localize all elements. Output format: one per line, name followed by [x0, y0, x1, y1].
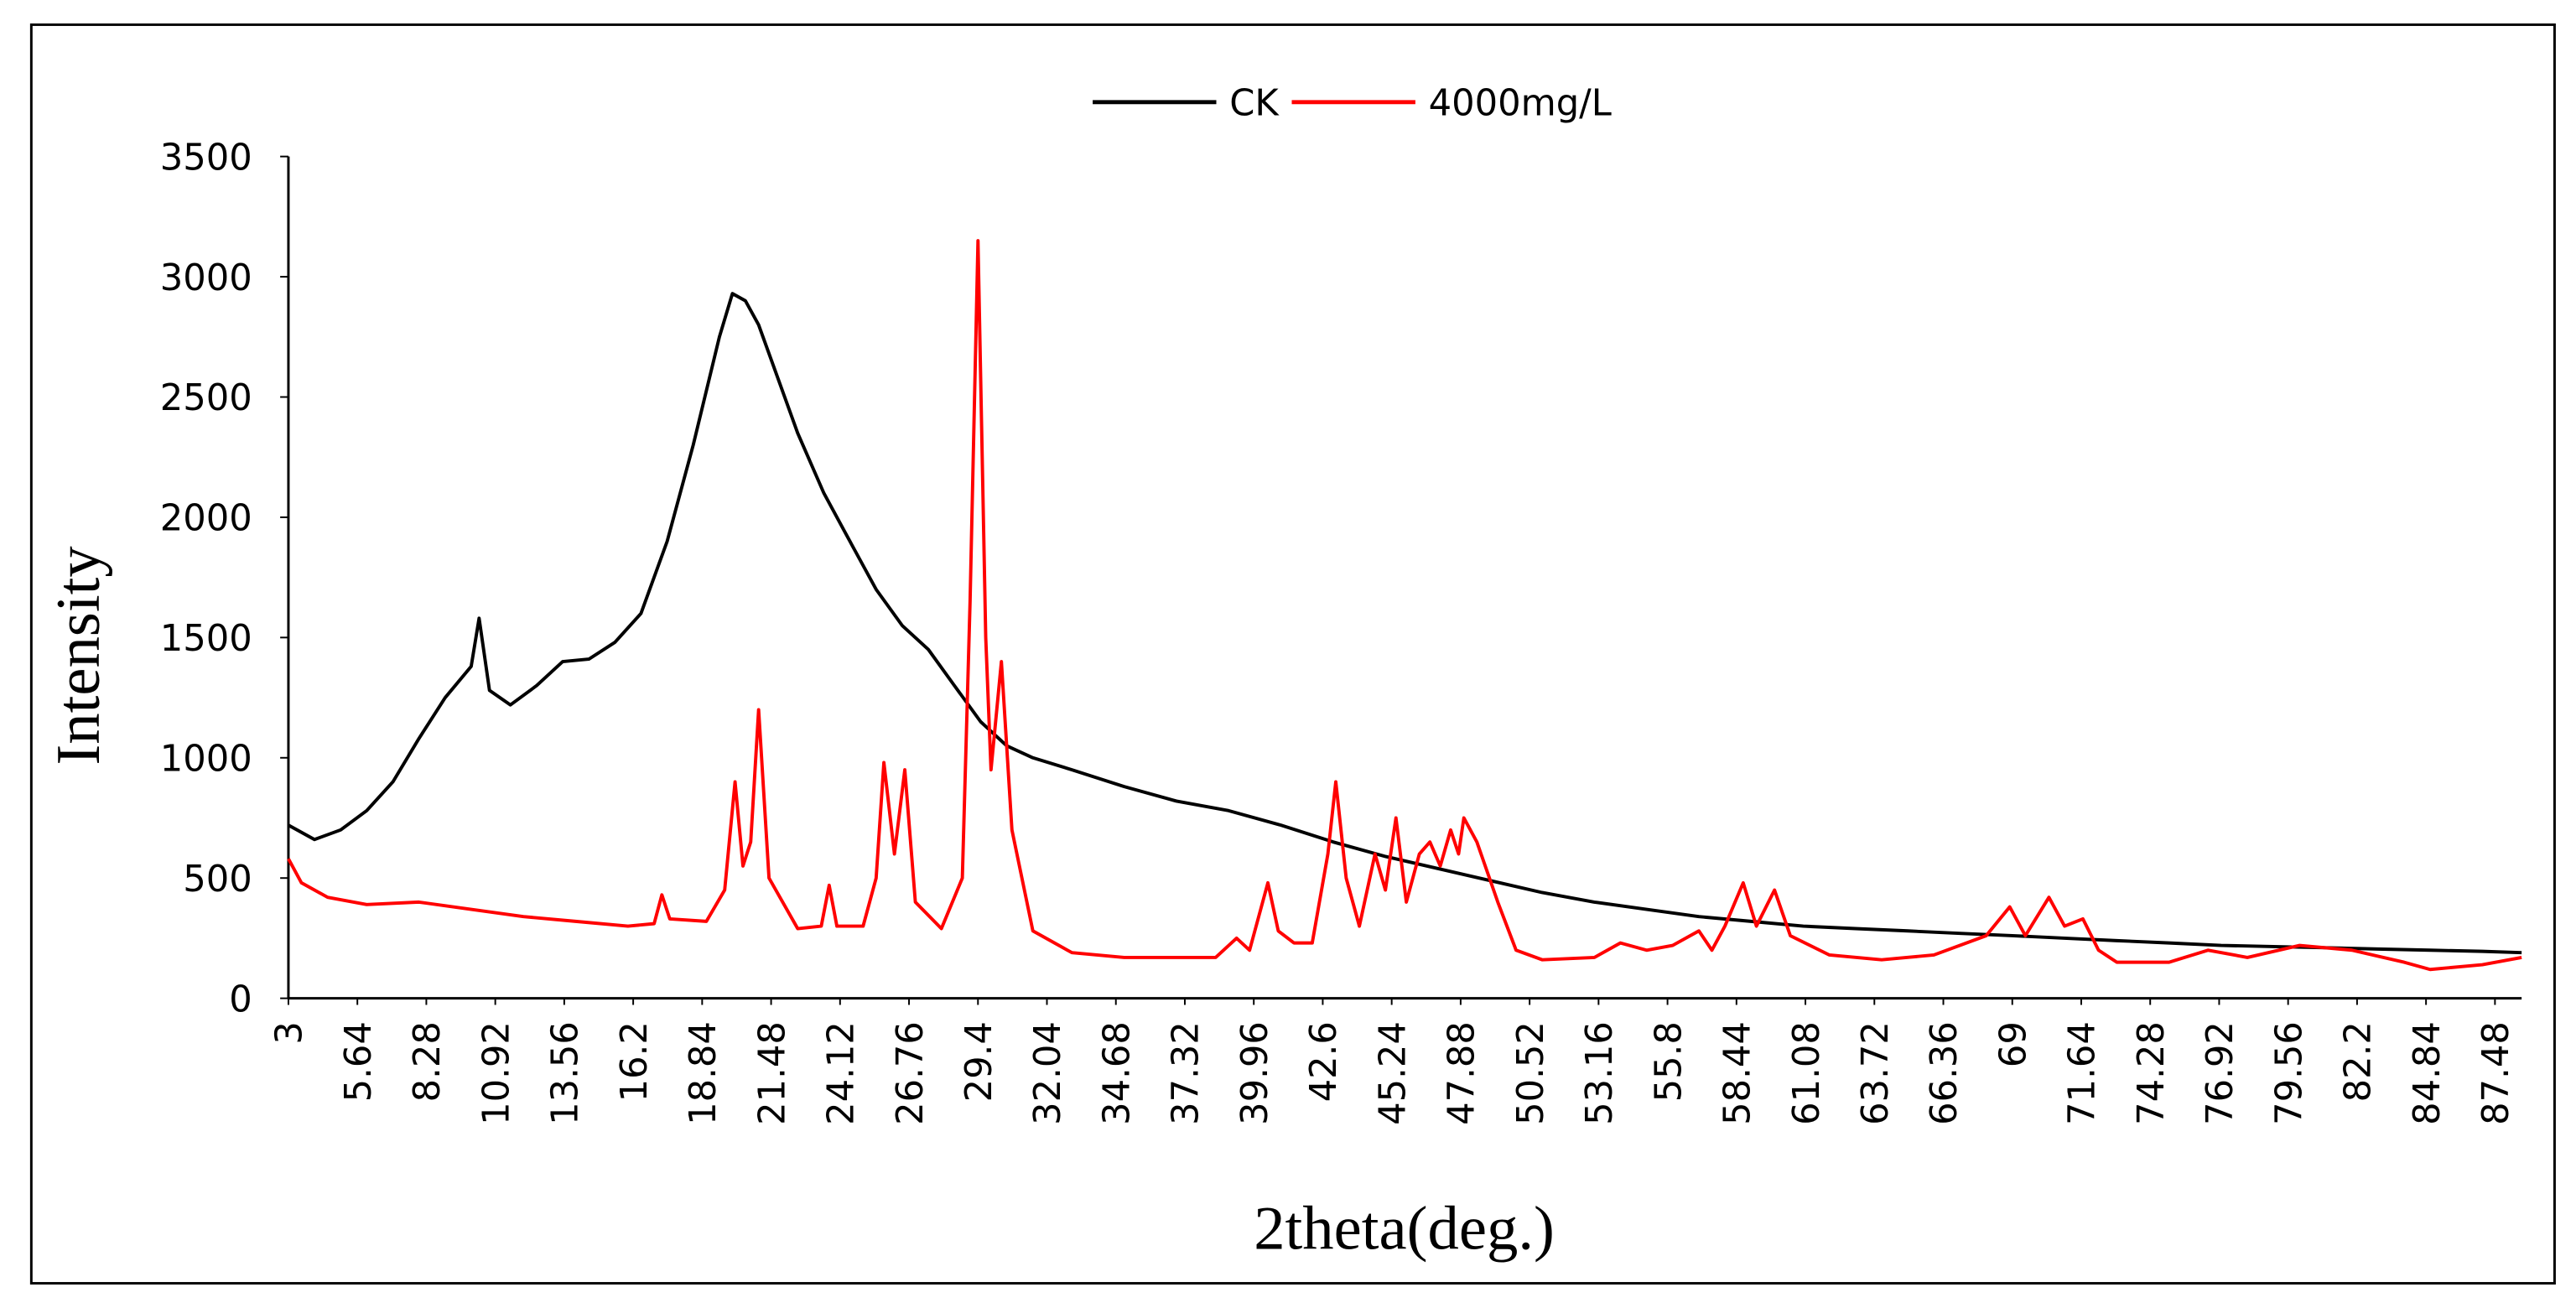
x-tick-label: 63.72 [1855, 1021, 1897, 1125]
x-tick-label: 34.68 [1096, 1021, 1138, 1125]
y-tick-label: 1500 [160, 618, 252, 660]
x-tick-label: 39.96 [1234, 1021, 1276, 1125]
x-tick-label: 13.56 [545, 1021, 587, 1125]
x-tick-label: 87.48 [2475, 1021, 2517, 1125]
legend-label: CK [1229, 83, 1280, 125]
x-tick-label: 55.8 [1648, 1021, 1690, 1102]
x-tick-label: 76.92 [2199, 1021, 2241, 1125]
x-tick-label: 32.04 [1027, 1021, 1069, 1125]
x-tick-label: 24.12 [821, 1021, 863, 1125]
x-tick-label: 82.2 [2338, 1021, 2380, 1102]
y-tick-label: 0 [229, 978, 252, 1020]
x-tick-label: 16.2 [614, 1021, 656, 1102]
y-tick-label: 3000 [160, 257, 252, 299]
x-tick-label: 8.28 [407, 1021, 449, 1102]
x-tick-label: 10.92 [475, 1021, 517, 1125]
x-tick-label: 50.52 [1510, 1021, 1552, 1125]
y-tick-label: 2000 [160, 498, 252, 540]
x-tick-label: 74.28 [2131, 1021, 2173, 1125]
x-tick-label: 5.64 [338, 1021, 380, 1102]
legend-label: 4000mg/L [1429, 83, 1612, 125]
x-axis-label: 2theta(deg.) [1254, 1193, 1555, 1263]
x-tick-label: 53.16 [1579, 1021, 1621, 1125]
y-tick-label: 1000 [160, 739, 252, 781]
y-tick-label: 2500 [160, 377, 252, 419]
x-tick-label: 61.08 [1786, 1021, 1828, 1125]
x-tick-label: 58.44 [1717, 1021, 1759, 1125]
x-tick-label: 42.6 [1303, 1021, 1345, 1102]
y-axis-label: Intensity [44, 546, 113, 766]
x-tick-label: 69 [1992, 1021, 2034, 1067]
chart-border [29, 23, 2556, 1285]
x-tick-label: 26.76 [890, 1021, 932, 1125]
x-tick-label: 66.36 [1924, 1021, 1966, 1125]
x-tick-label: 29.4 [958, 1021, 1000, 1102]
x-tick-label: 37.32 [1166, 1021, 1208, 1125]
x-tick-label: 79.56 [2268, 1021, 2310, 1125]
x-tick-label: 3 [269, 1021, 311, 1044]
x-tick-label: 71.64 [2062, 1021, 2104, 1125]
y-tick-label: 3500 [160, 137, 252, 179]
x-tick-label: 45.24 [1372, 1021, 1414, 1125]
x-tick-label: 47.88 [1441, 1021, 1483, 1125]
x-tick-label: 84.84 [2407, 1021, 2449, 1125]
y-tick-label: 500 [183, 859, 252, 901]
series-line [287, 239, 2522, 972]
x-tick-label: 18.84 [683, 1021, 724, 1125]
x-tick-label: 21.48 [751, 1021, 793, 1125]
